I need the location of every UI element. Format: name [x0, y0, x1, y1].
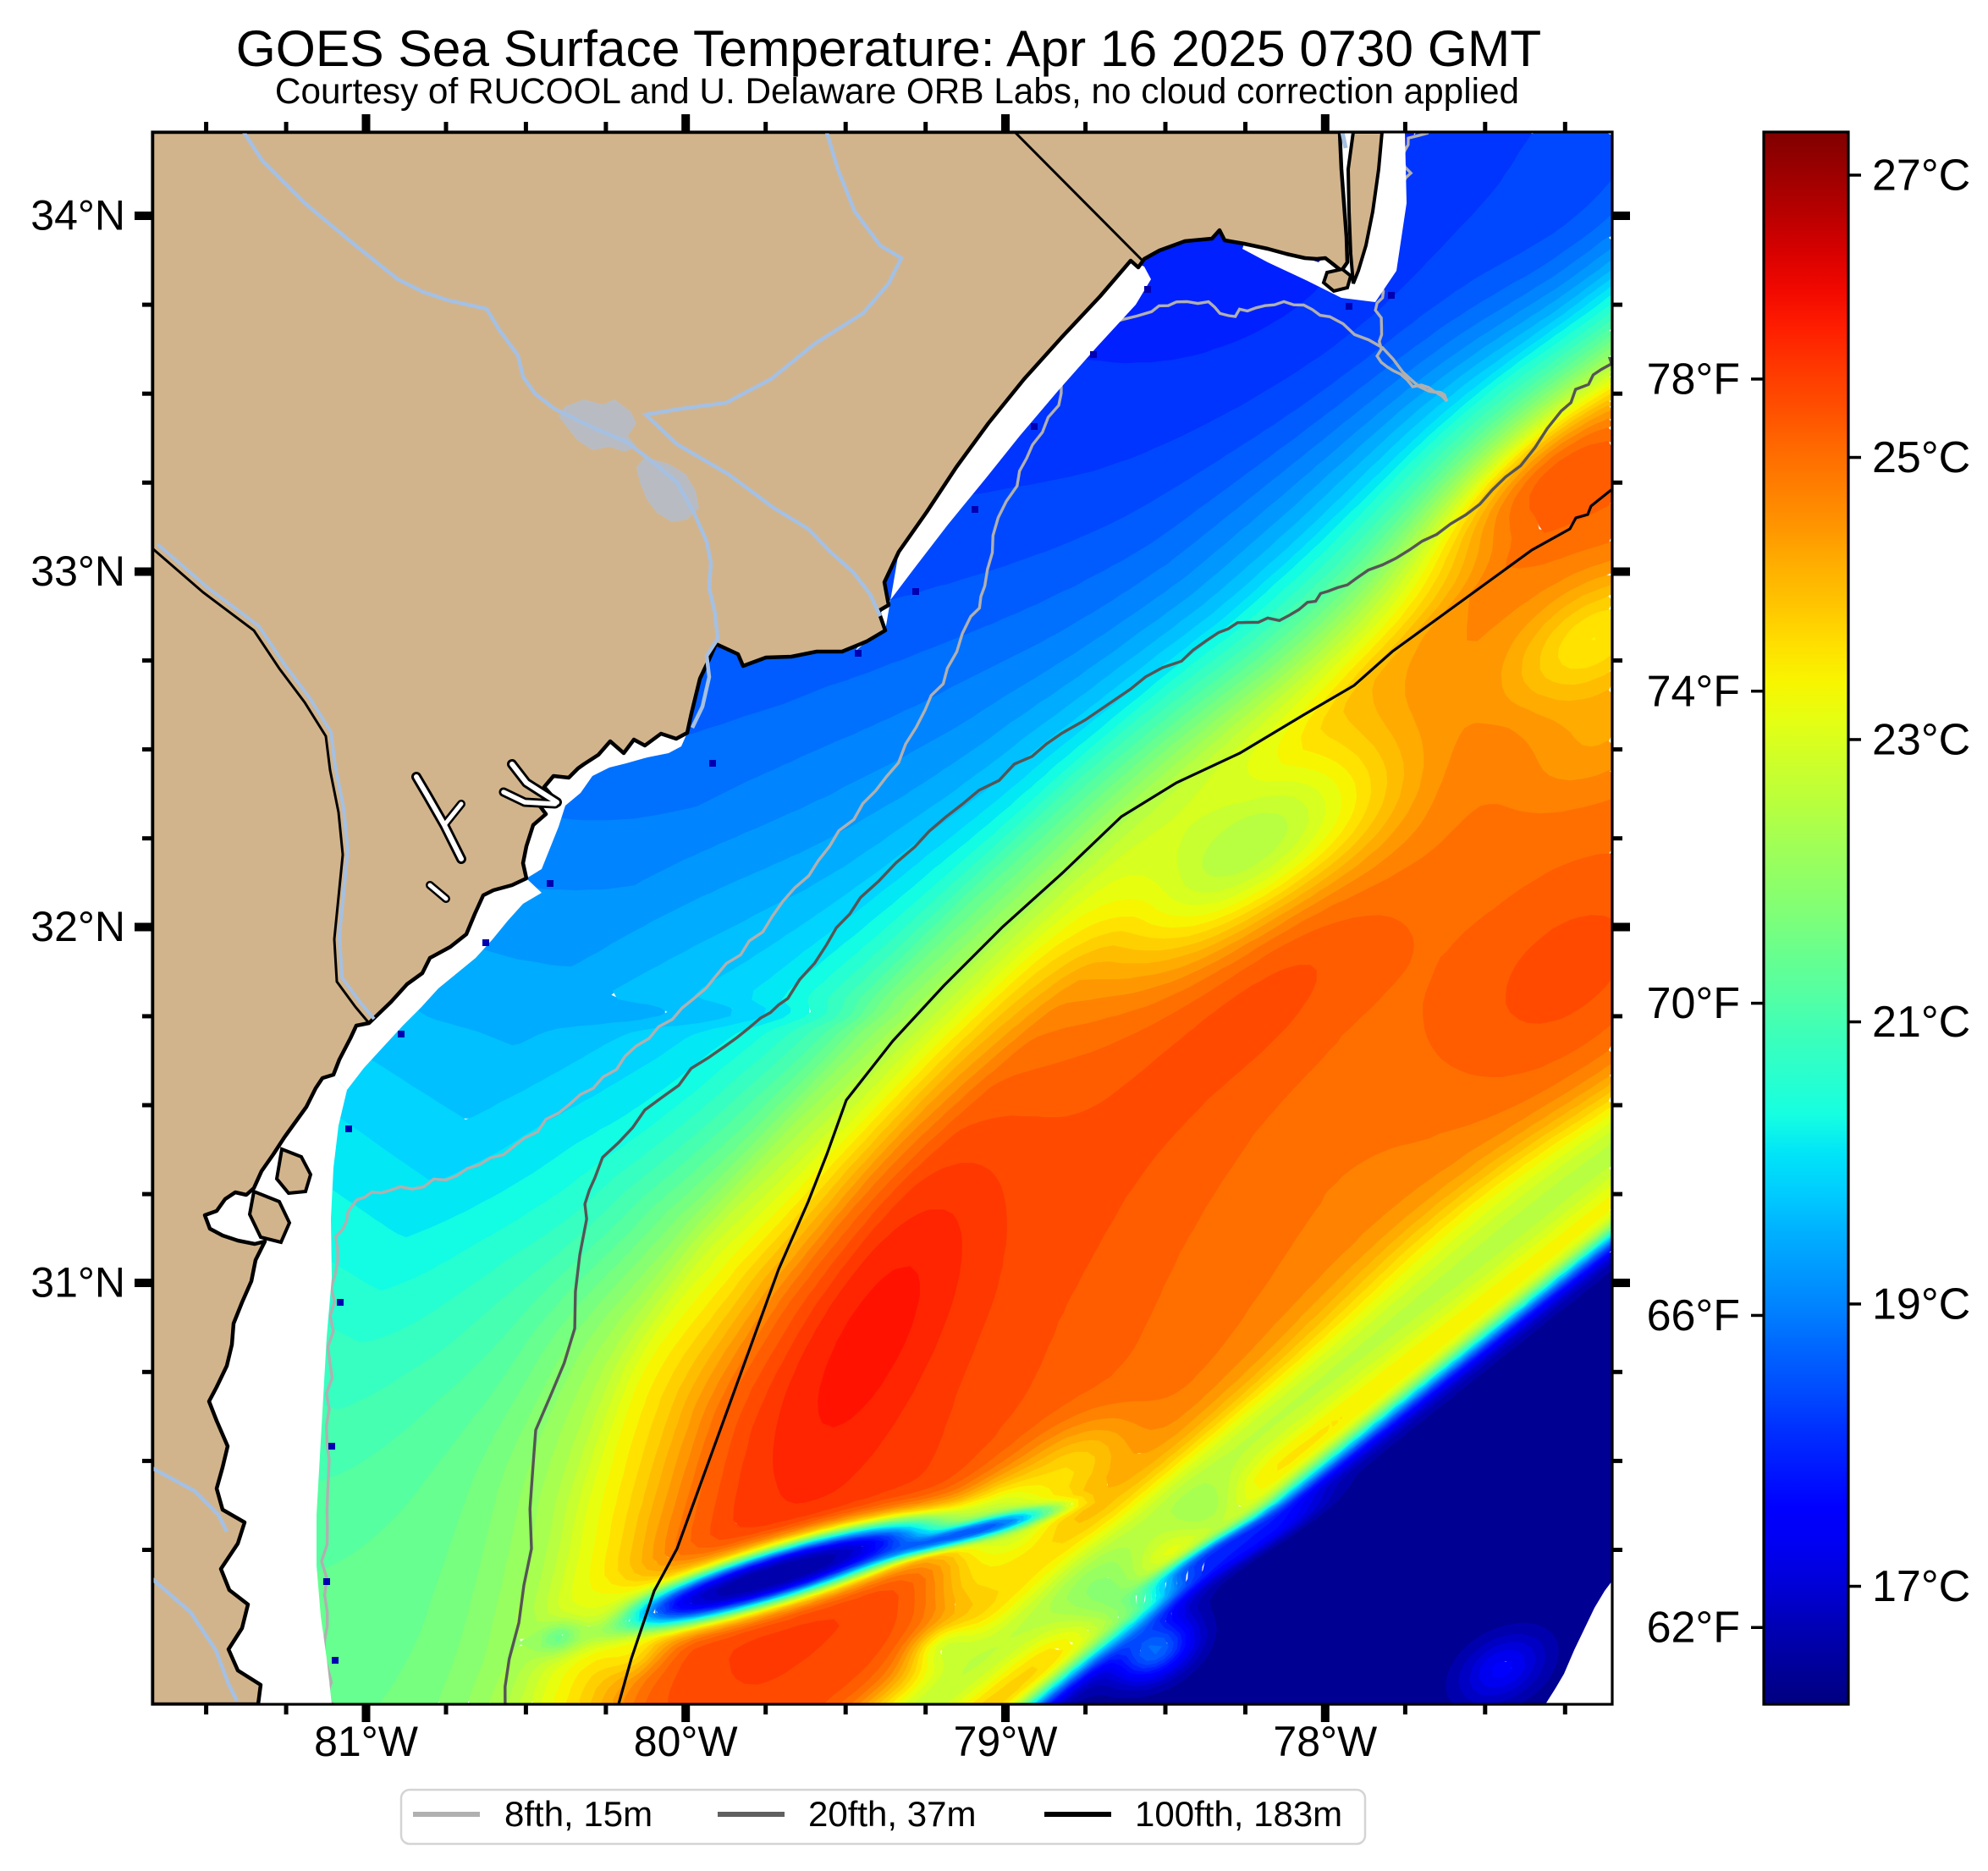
svg-text:19°C: 19°C — [1872, 1280, 1970, 1329]
svg-text:79°W: 79°W — [954, 1718, 1059, 1765]
svg-text:20fth, 37m: 20fth, 37m — [808, 1794, 976, 1834]
svg-text:78°F: 78°F — [1647, 355, 1740, 404]
svg-text:33°N: 33°N — [30, 548, 125, 595]
svg-text:17°C: 17°C — [1872, 1562, 1970, 1611]
svg-text:80°W: 80°W — [634, 1718, 739, 1765]
svg-text:32°N: 32°N — [30, 903, 125, 950]
svg-text:25°C: 25°C — [1872, 433, 1970, 482]
svg-text:27°C: 27°C — [1872, 151, 1970, 201]
svg-text:34°N: 34°N — [30, 192, 125, 239]
svg-text:100fth, 183m: 100fth, 183m — [1135, 1794, 1342, 1834]
svg-text:31°N: 31°N — [30, 1259, 125, 1307]
svg-text:81°W: 81°W — [314, 1718, 419, 1765]
svg-text:21°C: 21°C — [1872, 998, 1970, 1047]
svg-text:8fth, 15m: 8fth, 15m — [504, 1794, 653, 1834]
svg-text:66°F: 66°F — [1647, 1291, 1740, 1340]
svg-text:GOES Sea Surface Temperature:: GOES Sea Surface Temperature: Apr 16 202… — [236, 19, 1541, 77]
svg-text:78°W: 78°W — [1273, 1718, 1378, 1765]
svg-text:23°C: 23°C — [1872, 716, 1970, 765]
svg-text:Courtesy of RUCOOL and U. Dela: Courtesy of RUCOOL and U. Delaware ORB L… — [275, 71, 1519, 111]
svg-text:74°F: 74°F — [1647, 667, 1740, 716]
svg-text:70°F: 70°F — [1647, 979, 1740, 1028]
svg-text:62°F: 62°F — [1647, 1604, 1740, 1653]
